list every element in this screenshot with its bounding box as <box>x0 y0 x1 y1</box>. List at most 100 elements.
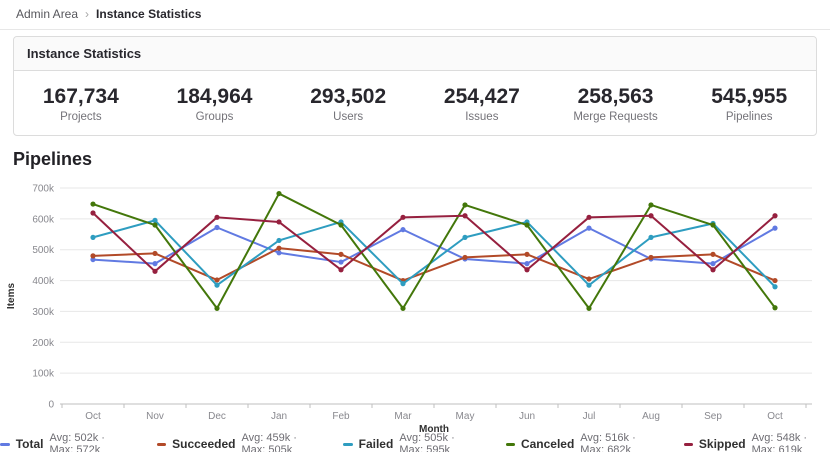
stat-issues-label: Issues <box>465 111 499 124</box>
x-tick-label: Feb <box>332 411 350 422</box>
x-tick-label: Sep <box>704 411 722 422</box>
x-tick-label: Nov <box>146 411 164 422</box>
stat-groups: 184,964 Groups <box>148 84 282 123</box>
stat-projects-label: Projects <box>60 111 102 124</box>
data-point-canceled <box>772 305 778 311</box>
legend-marker-icon <box>157 442 167 446</box>
data-point-failed <box>152 217 158 224</box>
data-point-total <box>152 261 158 267</box>
legend-series-stats: Avg: 505k · Max: 595k <box>399 432 455 452</box>
data-point-failed <box>586 282 592 288</box>
data-point-succeeded <box>710 251 716 258</box>
data-point-canceled <box>276 191 282 197</box>
legend-series-stats: Avg: 459k · Max: 505k <box>241 432 297 452</box>
data-point-total <box>338 259 344 265</box>
data-point-total <box>276 250 282 256</box>
data-point-total <box>524 261 530 267</box>
data-point-failed <box>400 281 406 287</box>
data-point-succeeded <box>462 255 468 261</box>
data-point-failed <box>214 282 220 288</box>
series-line-failed <box>92 219 776 288</box>
page-title: Pipelines <box>13 149 93 170</box>
legend-marker-icon <box>0 442 10 446</box>
data-point-skipped <box>400 214 406 221</box>
stat-users: 293,502 Users <box>281 84 415 123</box>
legend-marker-icon <box>343 442 353 446</box>
data-point-canceled <box>462 202 468 208</box>
legend-marker-icon <box>683 442 693 446</box>
legend-item-canceled[interactable]: Canceled Avg: 516k · Max: 682k <box>505 432 658 452</box>
data-point-skipped <box>276 219 282 225</box>
y-tick-label: 200k <box>32 338 55 349</box>
instance-statistics-values: 167,734 Projects 184,964 Groups 293,502 … <box>14 71 816 135</box>
breadcrumb: Admin Area › Instance Statistics <box>0 0 830 30</box>
data-point-total <box>400 227 406 233</box>
stat-pipelines-value: 545,955 <box>711 85 788 108</box>
breadcrumb-link-admin-area[interactable]: Admin Area <box>16 7 79 21</box>
data-point-failed <box>90 234 96 241</box>
y-tick-label: 500k <box>32 245 55 256</box>
data-point-skipped <box>462 213 468 219</box>
legend-item-total[interactable]: Total Avg: 502k · Max: 572k <box>0 432 131 452</box>
y-axis-title: Items <box>6 283 17 310</box>
series-line-succeeded <box>92 247 776 282</box>
data-point-skipped <box>90 210 96 216</box>
data-point-canceled <box>710 222 716 228</box>
instance-statistics-card-title: Instance Statistics <box>14 37 816 71</box>
data-point-total <box>772 225 778 231</box>
legend-series-stats: Avg: 516k · Max: 682k <box>580 432 636 452</box>
data-point-succeeded <box>648 255 654 261</box>
data-point-canceled <box>524 222 530 228</box>
data-point-succeeded <box>276 245 282 251</box>
legend-series-name: Failed <box>358 437 394 452</box>
x-tick-label: Oct <box>767 411 783 422</box>
legend-item-skipped[interactable]: Skipped Avg: 548k · Max: 619k <box>683 432 830 452</box>
data-point-skipped <box>524 267 530 273</box>
y-tick-label: 100k <box>32 369 55 380</box>
legend-series-name: Succeeded <box>172 437 236 452</box>
y-tick-label: 0 <box>48 400 54 411</box>
legend-series-stats: Avg: 502k · Max: 572k <box>49 432 105 452</box>
data-point-canceled <box>648 202 654 208</box>
breadcrumb-current-page[interactable]: Instance Statistics <box>96 7 202 21</box>
legend-series-name: Canceled <box>520 437 575 452</box>
y-tick-label: 600k <box>32 215 55 226</box>
stat-groups-value: 184,964 <box>176 85 253 108</box>
data-point-skipped <box>214 214 220 221</box>
legend-item-succeeded[interactable]: Succeeded Avg: 459k · Max: 505k <box>157 432 317 452</box>
data-point-canceled <box>152 222 158 228</box>
data-point-skipped <box>648 213 654 219</box>
x-tick-label: Jun <box>519 411 535 422</box>
data-point-canceled <box>400 305 406 312</box>
stat-projects-value: 167,734 <box>42 85 119 108</box>
x-axis-title: Month <box>419 424 449 432</box>
legend-item-failed[interactable]: Failed Avg: 505k · Max: 595k <box>343 432 480 452</box>
data-point-succeeded <box>214 277 220 283</box>
series-line-canceled <box>92 192 776 310</box>
y-tick-label: 300k <box>32 307 55 318</box>
pipelines-line-chart: 0 100k 200k 300k 400k 500k 600k 700k Oct Nov Dec Ja… <box>6 184 812 432</box>
data-point-succeeded <box>524 251 530 258</box>
x-tick-label: Aug <box>642 411 660 422</box>
legend-series-name: Skipped <box>698 437 746 452</box>
y-tick-label: 700k <box>32 184 55 195</box>
stat-users-value: 293,502 <box>310 85 387 108</box>
data-point-skipped <box>772 213 778 219</box>
series-line-skipped <box>92 212 776 273</box>
instance-statistics-card: Instance Statistics 167,734 Projects 184… <box>13 36 817 137</box>
data-point-succeeded <box>586 276 592 282</box>
data-point-total <box>214 225 220 231</box>
stat-pipelines-label: Pipelines <box>725 111 773 124</box>
data-point-canceled <box>338 222 344 228</box>
data-point-total <box>710 261 716 267</box>
data-point-skipped <box>586 214 592 221</box>
data-point-failed <box>462 234 468 241</box>
legend-series-stats: Avg: 548k · Max: 619k <box>751 432 808 452</box>
data-point-failed <box>648 234 654 241</box>
data-point-canceled <box>214 305 220 312</box>
legend-marker-icon <box>505 442 515 446</box>
stat-pipelines: 545,955 Pipelines <box>682 84 816 123</box>
breadcrumb-chevron-icon: › <box>85 7 90 21</box>
data-point-total <box>90 257 96 263</box>
x-tick-label: Jul <box>583 411 596 422</box>
